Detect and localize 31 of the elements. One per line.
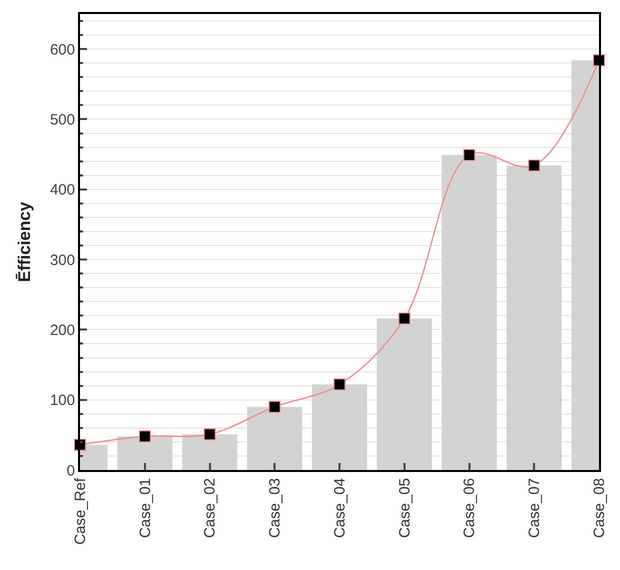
bar <box>117 436 172 470</box>
bar <box>182 434 238 470</box>
x-tick-label: Case_08 <box>590 478 608 538</box>
y-tick-label: 100 <box>50 392 75 410</box>
point <box>334 378 346 390</box>
y-tick-label: 0 <box>66 462 75 480</box>
point <box>398 312 410 324</box>
y-tick-label: 600 <box>50 41 75 58</box>
point <box>528 160 540 172</box>
y-tick-label: 400 <box>50 182 75 199</box>
x-tick-label: Case_04 <box>331 478 348 538</box>
point <box>268 400 281 413</box>
y-tick-label: 300 <box>50 252 75 269</box>
y-tick-label: 200 <box>50 322 75 339</box>
point <box>138 430 151 442</box>
x-tick-label: Case_07 <box>526 478 544 538</box>
x-tick-label: Case_02 <box>202 478 219 538</box>
bar <box>247 406 302 470</box>
bar <box>376 318 432 470</box>
point <box>204 428 216 440</box>
x-tick-label: Case_03 <box>266 478 284 538</box>
x-tick-label: Case_05 <box>396 478 414 538</box>
y-tick-label: 500 <box>50 111 75 128</box>
y-axis-title: Ēfficiency <box>15 201 34 282</box>
bar <box>442 155 497 470</box>
bar <box>506 166 562 470</box>
x-tick-label: Case_01 <box>136 478 154 538</box>
bar <box>312 384 368 470</box>
point <box>463 149 476 162</box>
x-tick-label: Case_Ref <box>72 477 89 545</box>
x-tick-label: Case_06 <box>461 478 478 538</box>
